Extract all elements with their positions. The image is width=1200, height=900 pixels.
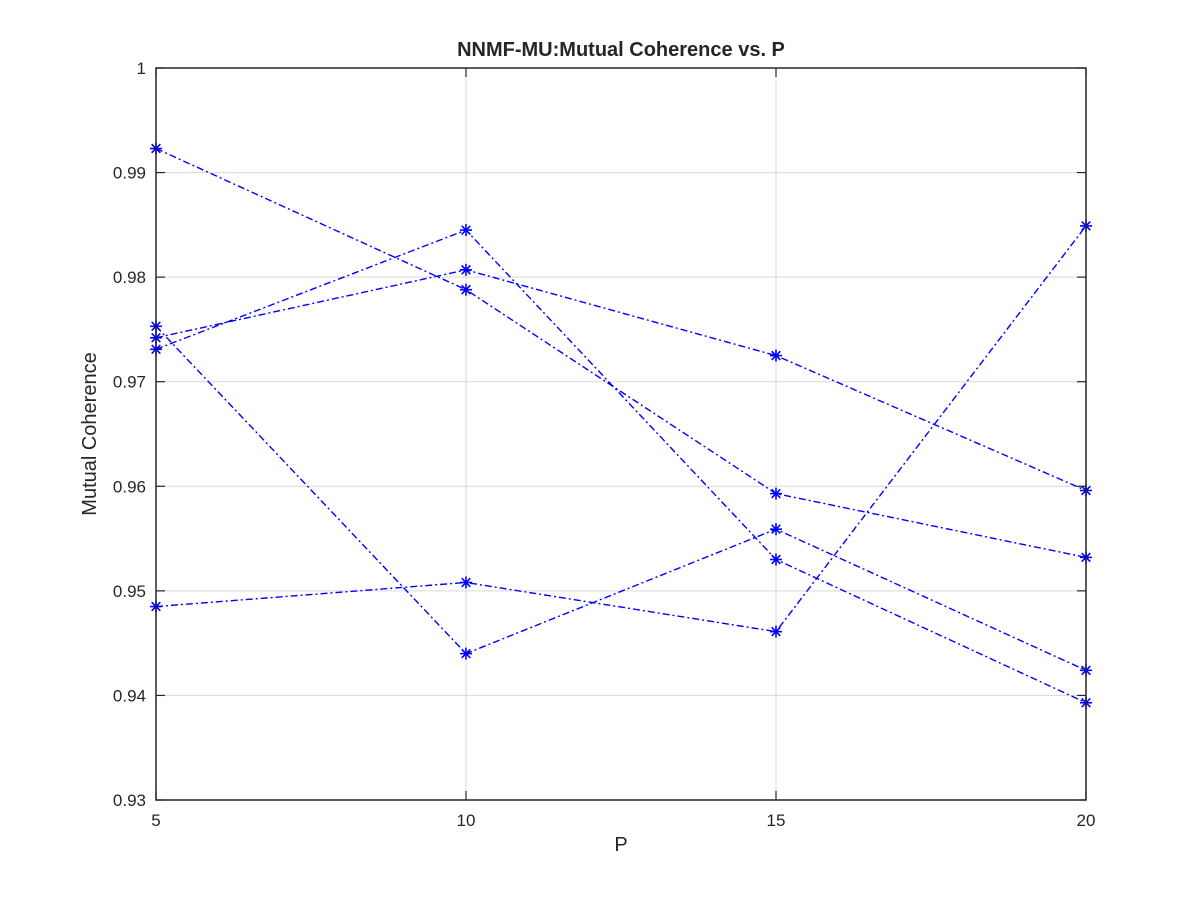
y-tick-label: 0.98 xyxy=(113,268,146,287)
axes-box xyxy=(155,67,1087,801)
series-line xyxy=(155,225,1087,633)
data-point xyxy=(770,487,782,500)
data-point xyxy=(460,647,472,660)
data-point xyxy=(460,576,472,589)
data-point xyxy=(770,553,782,566)
y-tick-label: 0.97 xyxy=(113,373,146,392)
series-line xyxy=(155,147,1087,559)
y-tick-label: 1 xyxy=(137,59,146,78)
x-tick-label: 5 xyxy=(151,811,160,830)
series-line xyxy=(155,325,1087,671)
y-tick-label: 0.99 xyxy=(113,164,146,183)
series-2 xyxy=(150,320,1092,677)
data-point xyxy=(460,283,472,296)
x-tick-label: 15 xyxy=(767,811,786,830)
data-point xyxy=(460,224,472,237)
y-tick-label: 0.95 xyxy=(113,582,146,601)
chart-title: NNMF-MU:Mutual Coherence vs. P xyxy=(457,39,785,61)
x-axis-label: P xyxy=(614,834,627,856)
data-point xyxy=(460,263,472,276)
grid xyxy=(155,67,1087,801)
data-point xyxy=(770,625,782,638)
series-group xyxy=(150,142,1092,709)
axis-ticks: 5 10 15 20 0.93 0.94 0.95 0.96 0.97 0.98 0.99 1 xyxy=(113,59,1096,830)
y-tick-label: 0.94 xyxy=(113,686,146,705)
y-axis-label: Mutual Coherence xyxy=(79,352,101,515)
x-tick-label: 10 xyxy=(457,811,476,830)
y-tick-label: 0.93 xyxy=(113,791,146,810)
plot-area xyxy=(156,68,1086,800)
data-point xyxy=(770,523,782,536)
data-point xyxy=(770,349,782,362)
series-line xyxy=(155,229,1087,704)
y-tick-label: 0.96 xyxy=(113,477,146,496)
x-tick-label: 20 xyxy=(1077,811,1096,830)
